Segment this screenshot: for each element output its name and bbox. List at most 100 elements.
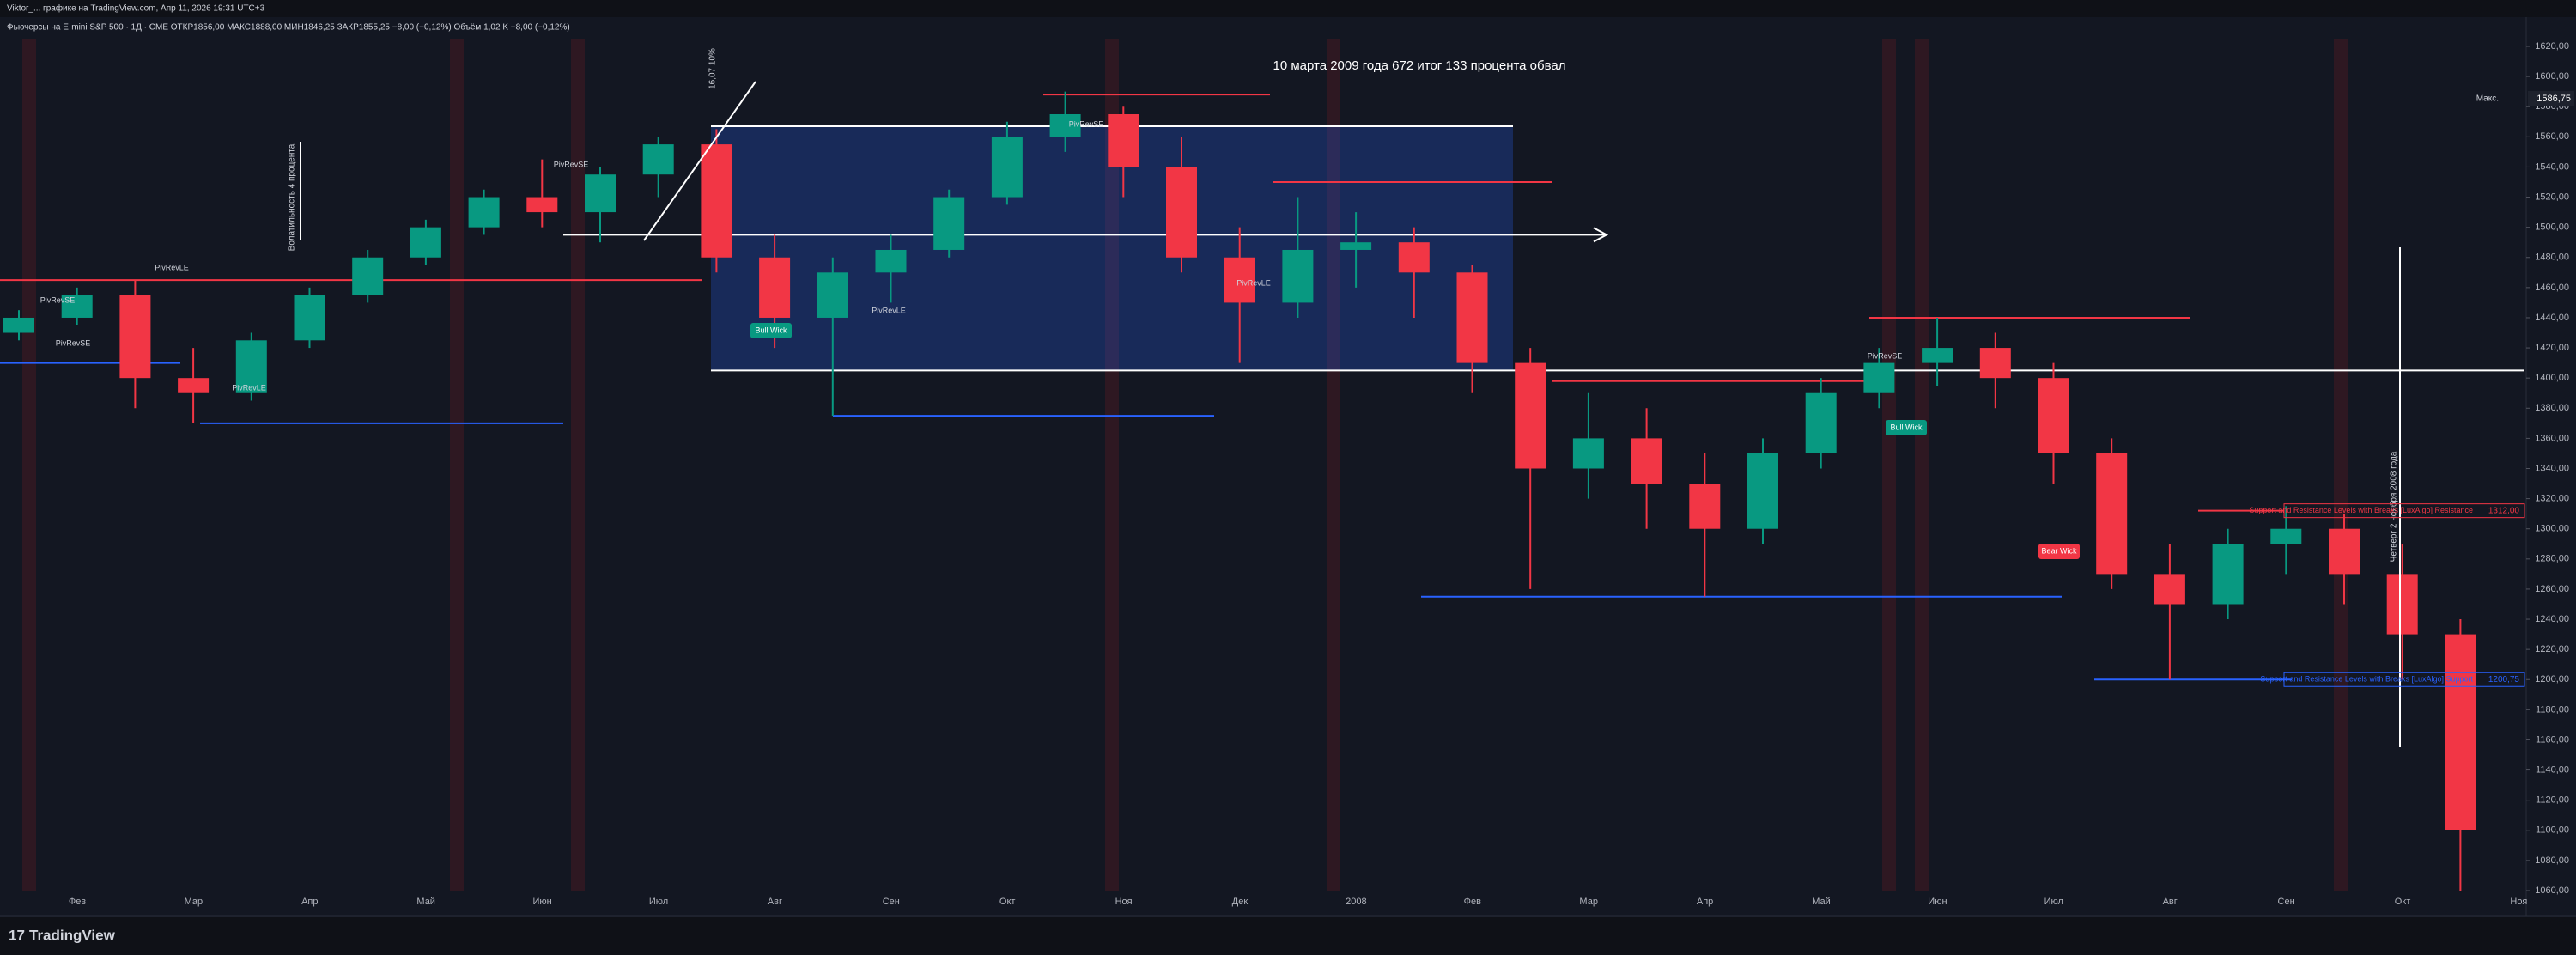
resistance-label: Support and Resistance Levels with Break… bbox=[2249, 506, 2473, 514]
x-tick-label: Мар bbox=[185, 897, 204, 907]
y-tick-label: 1300,00 bbox=[2535, 524, 2569, 534]
x-tick-label: Июн bbox=[532, 897, 551, 907]
y-tick-label: 1140,00 bbox=[2536, 764, 2569, 775]
x-tick-label: Фев bbox=[1464, 897, 1481, 907]
x-tick-label: Авг bbox=[2163, 897, 2178, 907]
y-tick-label: 1280,00 bbox=[2535, 554, 2569, 564]
signal-label: PivRevSE bbox=[40, 295, 76, 304]
candle-body bbox=[933, 197, 965, 250]
x-tick-label: Апр bbox=[301, 897, 318, 907]
candle-body bbox=[2154, 574, 2185, 605]
candle-body bbox=[759, 257, 791, 318]
arrow-head bbox=[1593, 227, 1609, 243]
y-tick-label: 1440,00 bbox=[2535, 313, 2569, 323]
candle-body bbox=[410, 227, 441, 258]
y-tick-label: 1620,00 bbox=[2535, 41, 2569, 52]
candle-body bbox=[526, 197, 558, 213]
y-tick-label: 1080,00 bbox=[2535, 855, 2569, 866]
y-tick-label: 1120,00 bbox=[2536, 795, 2569, 806]
x-tick-label: Апр bbox=[1697, 897, 1713, 907]
y-tick-label: 1460,00 bbox=[2535, 283, 2569, 293]
session-band bbox=[450, 39, 464, 891]
candle-body bbox=[119, 295, 151, 379]
x-tick-label: Июл bbox=[649, 897, 668, 907]
x-tick-label: Авг bbox=[768, 897, 782, 907]
wick-badge bbox=[1886, 420, 1927, 435]
wick-label: Bull Wick bbox=[1890, 423, 1923, 431]
candle-body bbox=[875, 249, 907, 273]
session-band bbox=[1105, 39, 1119, 891]
candle-body bbox=[642, 144, 674, 175]
support-label: Support and Resistance Levels with Break… bbox=[2260, 675, 2473, 684]
y-tick-label: 1540,00 bbox=[2535, 161, 2569, 172]
y-tick-label: 1420,00 bbox=[2535, 343, 2569, 353]
candle-body bbox=[2386, 574, 2418, 635]
candle-body bbox=[2096, 453, 2128, 575]
x-tick-label: 2008 bbox=[1346, 897, 1366, 907]
candle-body bbox=[1340, 242, 1372, 250]
candle-body bbox=[1572, 438, 1604, 469]
candle-body bbox=[585, 174, 616, 213]
y-tick-label: 1560,00 bbox=[2535, 131, 2569, 142]
y-tick-label: 1220,00 bbox=[2535, 644, 2569, 654]
resistance-box bbox=[2283, 503, 2525, 519]
candle-body bbox=[61, 295, 93, 318]
candle-body bbox=[2329, 528, 2360, 575]
max-value: 1586,75 bbox=[2537, 94, 2571, 104]
candle-body bbox=[1398, 242, 1430, 273]
footer-bar bbox=[0, 917, 2576, 955]
annotation: 10 марта 2009 года 672 итог 133 процента… bbox=[1273, 58, 1565, 73]
max-badge bbox=[2528, 91, 2574, 106]
signal-label: PivRevLE bbox=[872, 306, 906, 314]
candle-body bbox=[1224, 257, 1255, 303]
max-label: Макс. bbox=[2476, 94, 2499, 104]
logo-text: TradingView bbox=[29, 927, 116, 943]
session-band bbox=[1327, 39, 1340, 891]
y-tick-label: 1100,00 bbox=[2536, 825, 2569, 836]
support-value: 1200,75 bbox=[2488, 675, 2520, 684]
candle-body bbox=[1282, 249, 1314, 303]
vertical-note: Четверг 2 ноября 2008 года bbox=[2389, 451, 2399, 562]
candle-body bbox=[701, 144, 732, 258]
x-tick-label: Июл bbox=[2044, 897, 2063, 907]
signal-label: PivRevSE bbox=[1868, 351, 1903, 360]
candle-body bbox=[1863, 362, 1895, 393]
y-tick-label: 1320,00 bbox=[2535, 494, 2569, 504]
resistance-value: 1312,00 bbox=[2488, 506, 2520, 515]
x-tick-label: Ноя bbox=[1115, 897, 1133, 907]
candle-body bbox=[3, 317, 34, 333]
session-band bbox=[1915, 39, 1929, 891]
candle-body bbox=[2212, 544, 2244, 605]
support-box bbox=[2283, 672, 2525, 687]
session-band bbox=[2334, 39, 2348, 891]
candle-body bbox=[1805, 392, 1837, 453]
candle-body bbox=[2270, 528, 2302, 544]
y-tick-label: 1400,00 bbox=[2535, 373, 2569, 383]
y-tick-label: 1360,00 bbox=[2535, 433, 2569, 443]
signal-label: PivRevLE bbox=[1236, 278, 1271, 287]
top-bar bbox=[0, 0, 2576, 17]
signal-label: PivRevSE bbox=[1069, 119, 1104, 128]
vertical-note: 16,07 10% bbox=[708, 48, 718, 89]
candle-body bbox=[1631, 438, 1662, 484]
candle-body bbox=[991, 137, 1023, 198]
x-tick-label: Сен bbox=[2278, 897, 2295, 907]
channel-line bbox=[643, 81, 756, 241]
x-tick-label: Фев bbox=[69, 897, 86, 907]
candle-body bbox=[2445, 634, 2476, 830]
x-tick-label: Май bbox=[1812, 897, 1831, 907]
wick-badge bbox=[2038, 544, 2080, 559]
y-tick-label: 1240,00 bbox=[2535, 614, 2569, 624]
wick-label: Bear Wick bbox=[2041, 546, 2077, 555]
symbol-line: Фьючерсы на E-mini S&P 500 · 1Д · CME ОТ… bbox=[7, 22, 570, 33]
candle-body bbox=[352, 257, 384, 295]
y-tick-label: 1380,00 bbox=[2535, 403, 2569, 413]
y-tick-label: 1200,00 bbox=[2535, 674, 2569, 684]
candle-body bbox=[2038, 378, 2069, 453]
vertical-note: Волатильность 4 процента bbox=[288, 143, 297, 251]
y-tick-label: 1520,00 bbox=[2535, 192, 2569, 202]
candle-body bbox=[178, 378, 210, 393]
y-tick-label: 1060,00 bbox=[2535, 885, 2569, 896]
